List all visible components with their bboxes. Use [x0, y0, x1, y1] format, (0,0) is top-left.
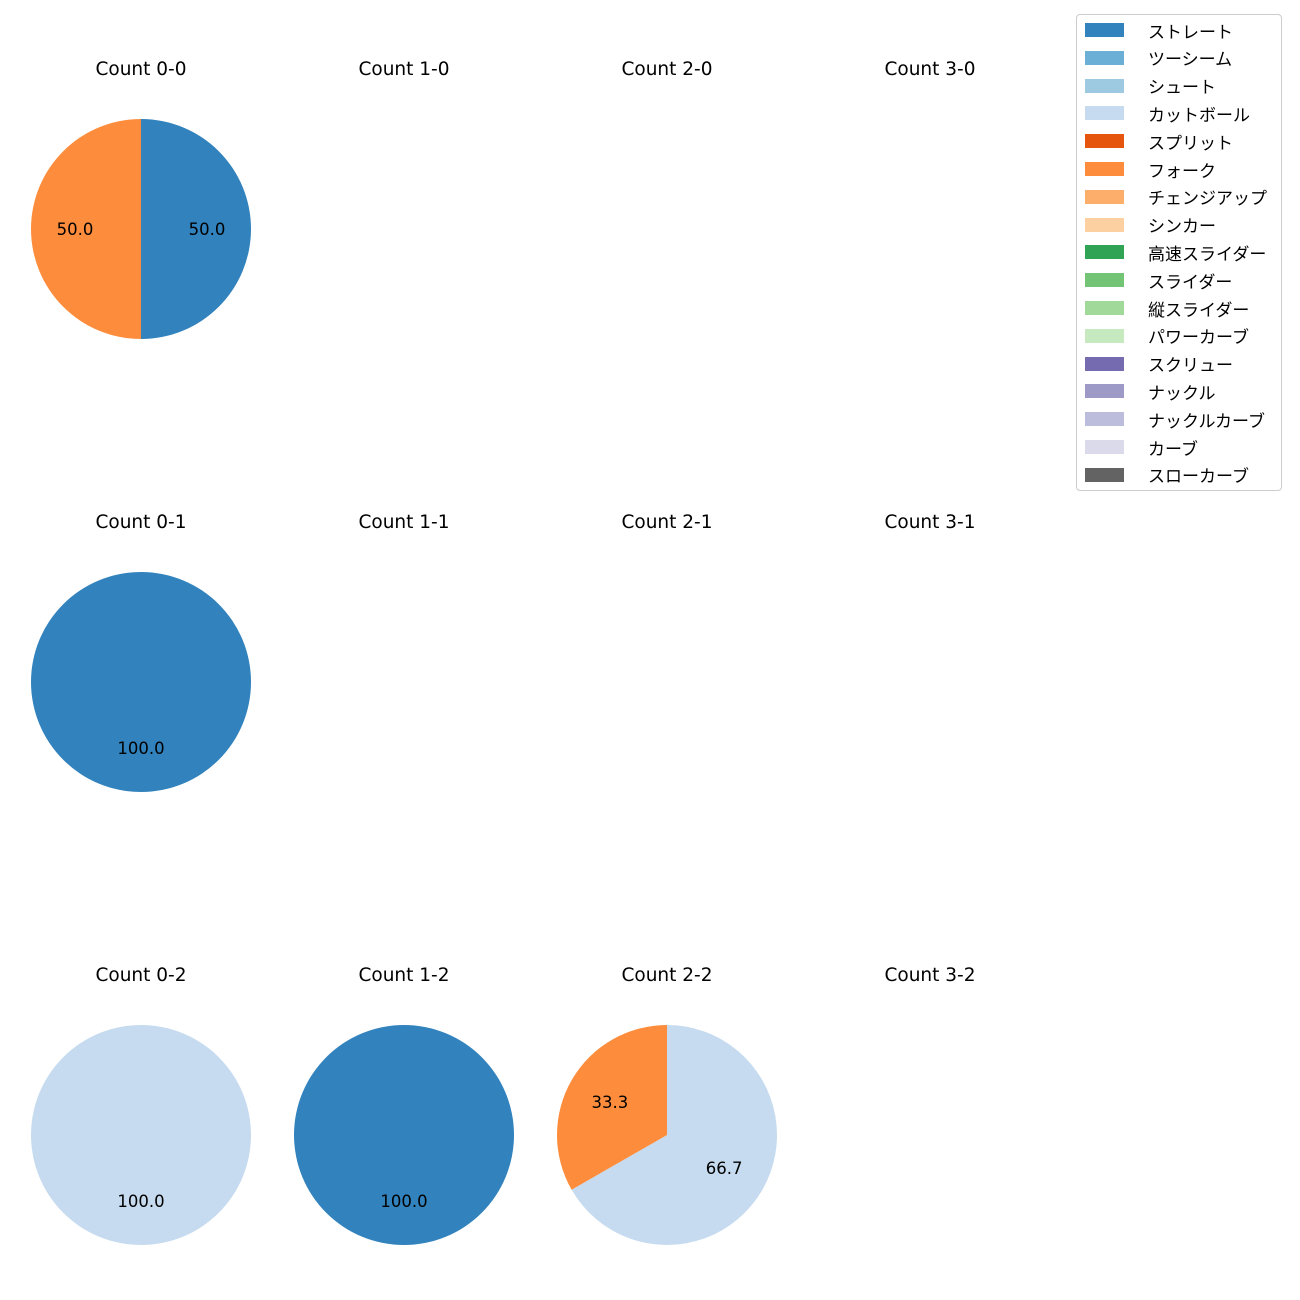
legend-swatch — [1085, 467, 1124, 482]
legend-swatch — [1085, 301, 1124, 315]
legend-label: カットボール — [1148, 105, 1250, 126]
legend-swatch — [1085, 328, 1124, 343]
legend-label: スプリット — [1148, 133, 1233, 154]
legend-label: 高速スライダー — [1148, 244, 1267, 265]
legend-label: チェンジアップ — [1148, 189, 1267, 210]
slice-label: 100.0 — [117, 1192, 164, 1211]
slice-label: 100.0 — [380, 1192, 427, 1211]
subplot-title: Count 0-1 — [95, 512, 186, 533]
legend-swatch — [1085, 106, 1124, 121]
legend-label: ナックル — [1148, 383, 1216, 404]
legend-label: パワーカーブ — [1148, 328, 1249, 349]
subplot-title: Count 0-2 — [95, 965, 186, 986]
legend-item: スプリット — [1085, 131, 1233, 154]
legend-item: ツーシーム — [1085, 48, 1233, 71]
legend-item: スクリュー — [1085, 354, 1233, 377]
legend-item: ナックルカーブ — [1085, 409, 1265, 432]
legend-swatch — [1085, 273, 1124, 288]
subplot-title: Count 1-2 — [358, 965, 449, 986]
legend-item: 高速スライダー — [1085, 242, 1267, 265]
legend-label: スクリュー — [1148, 356, 1233, 377]
legend-item: 縦スライダー — [1085, 298, 1250, 321]
legend-swatch — [1085, 412, 1124, 427]
subplot-title: Count 3-0 — [884, 59, 975, 80]
pie-slice — [571, 1025, 777, 1245]
legend-swatch — [1085, 189, 1124, 204]
legend-swatch — [1085, 440, 1124, 454]
legend-item: フォーク — [1085, 159, 1216, 182]
legend-label: ストレート — [1148, 22, 1233, 43]
legend-item: スライダー — [1085, 270, 1233, 293]
slice-label: 50.0 — [57, 220, 94, 239]
legend-swatch — [1085, 245, 1124, 260]
slice-label: 33.3 — [592, 1093, 629, 1112]
slice-label: 66.7 — [706, 1159, 743, 1178]
legend-item: カーブ — [1085, 437, 1198, 460]
legend-swatch — [1085, 23, 1124, 37]
legend-item: シンカー — [1085, 215, 1216, 238]
subplot-title: Count 2-0 — [621, 59, 712, 80]
subplot-title: Count 3-1 — [884, 512, 975, 533]
legend-swatch — [1085, 217, 1124, 232]
legend-item: スローカーブ — [1085, 465, 1249, 488]
slice-label: 100.0 — [117, 739, 164, 758]
legend-label: フォーク — [1148, 161, 1216, 182]
legend-swatch — [1085, 50, 1124, 65]
subplot-title: Count 2-2 — [621, 965, 712, 986]
legend-item: パワーカーブ — [1085, 326, 1249, 349]
pie-slice — [556, 1025, 667, 1190]
legend-label: シュート — [1148, 78, 1216, 99]
legend-swatch — [1085, 356, 1124, 371]
slice-label: 50.0 — [189, 220, 226, 239]
subplot-title: Count 2-1 — [621, 512, 712, 533]
legend-label: スローカーブ — [1148, 467, 1249, 488]
pie-slice — [31, 119, 141, 339]
pie-slice — [31, 572, 251, 792]
legend-label: ツーシーム — [1148, 50, 1233, 71]
legend-item: ナックル — [1085, 381, 1216, 404]
subplot-title: Count 1-1 — [358, 512, 449, 533]
pie-slice — [141, 119, 251, 339]
legend: ストレートツーシームシュートカットボール スプリットフォークチェンジアップ シンカー… — [1076, 14, 1282, 491]
legend-item: シュート — [1085, 76, 1216, 99]
legend-label: シンカー — [1148, 217, 1216, 238]
pie-slice — [31, 1025, 251, 1245]
legend-label: 縦スライダー — [1148, 300, 1250, 321]
pie-slice — [294, 1025, 514, 1245]
subplot-title: Count 3-2 — [884, 965, 975, 986]
legend-item: チェンジアップ — [1085, 187, 1267, 210]
legend-swatch — [1085, 78, 1124, 93]
legend-swatch — [1085, 134, 1124, 149]
legend-swatch — [1085, 384, 1124, 399]
legend-label: カーブ — [1148, 439, 1198, 460]
legend-item: ストレート — [1085, 20, 1233, 43]
legend-label: ナックルカーブ — [1148, 411, 1265, 432]
legend-item: カットボール — [1085, 103, 1250, 126]
subplot-title: Count 1-0 — [358, 59, 449, 80]
legend-swatch — [1085, 162, 1124, 176]
legend-label: スライダー — [1148, 272, 1233, 293]
subplot-title: Count 0-0 — [95, 59, 186, 80]
